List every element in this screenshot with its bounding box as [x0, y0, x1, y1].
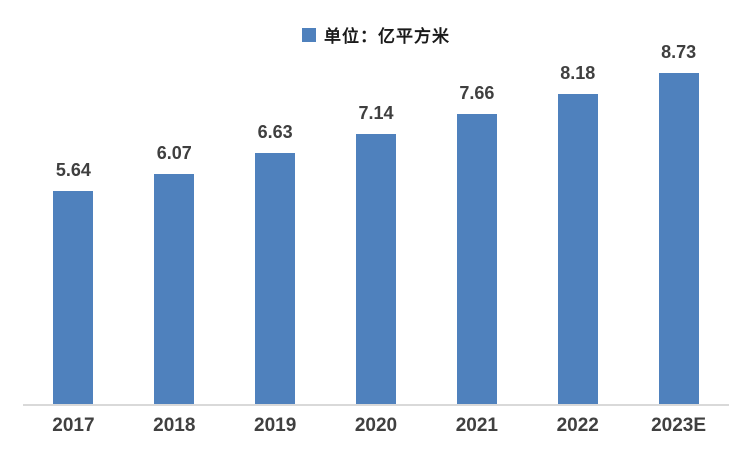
x-axis-labels: 2017 2018 2019 2020 2021 2022 2023E	[23, 415, 729, 437]
plot-area: 5.64 6.07 6.63 7.14 7.66 8.18 8.73	[23, 40, 729, 405]
x-axis-tick-label: 2019	[254, 415, 297, 436]
bar-value-label: 8.18	[560, 63, 596, 84]
bar-group: 6.07	[124, 40, 225, 405]
x-axis-tick-label: 2023E	[651, 415, 707, 436]
legend-swatch-icon	[302, 27, 316, 42]
bar-value-label: 6.63	[257, 122, 293, 143]
x-axis-tick-label: 2018	[153, 415, 196, 436]
bar-group: 7.66	[426, 40, 527, 405]
bar	[557, 94, 598, 405]
x-axis-tick-label: 2020	[354, 415, 398, 436]
bar	[456, 114, 497, 405]
bar-group: 8.18	[527, 40, 628, 405]
bar-value-label: 7.14	[358, 103, 394, 124]
bar-value-label: 8.73	[661, 42, 697, 63]
bar-group: 6.63	[225, 40, 326, 405]
bar	[53, 191, 94, 405]
legend-label: 单位：亿平方米	[324, 27, 450, 46]
bar-value-label: 7.66	[459, 83, 495, 104]
bar-group: 8.73	[628, 40, 729, 405]
bar	[255, 153, 296, 405]
x-axis-line	[23, 404, 729, 406]
bar-group: 5.64	[23, 40, 124, 405]
bar-group: 7.14	[326, 40, 427, 405]
x-axis-tick-label: 2022	[556, 415, 599, 436]
bar	[658, 73, 699, 405]
bar-value-label: 6.07	[156, 143, 192, 164]
chart-legend: 单位：亿平方米	[0, 22, 752, 47]
bar-value-label: 5.64	[55, 160, 91, 181]
bar	[356, 134, 396, 405]
x-axis-tick-label: 2021	[455, 415, 498, 436]
bar	[154, 174, 195, 405]
x-axis-tick-label: 2017	[52, 415, 95, 436]
